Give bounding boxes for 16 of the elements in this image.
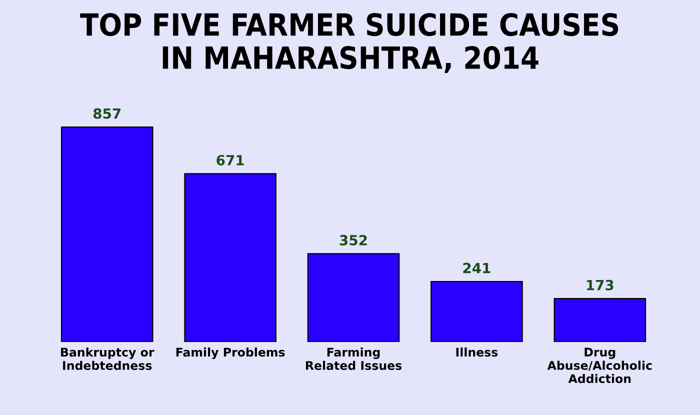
x-tick-label: Family Problems [176,348,285,360]
bar [60,126,154,342]
data-label: 352 [340,234,367,246]
chart-title: TOP FIVE FARMER SUICIDE CAUSES IN MAHARASHTRA, 2014 [80,12,618,74]
data-label: 671 [216,154,244,166]
bar [307,253,400,342]
bar [430,280,523,342]
data-label: 241 [463,262,490,274]
bar [554,298,646,342]
data-label: 173 [586,280,614,290]
bar [184,173,276,342]
x-tick-label: Bankruptcy or Indebtedness [61,348,154,370]
x-tick-label: Illness [456,348,498,357]
x-tick-label: Farming Related Issues [306,348,402,370]
x-tick-label: Drug Abuse/Alcoholic Addiction [547,348,652,384]
data-label: 857 [93,108,120,119]
